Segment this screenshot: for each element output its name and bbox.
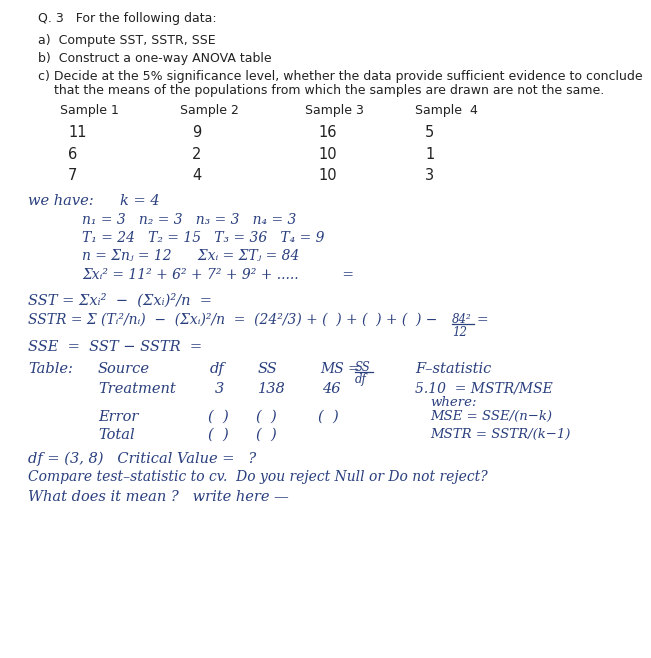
Text: 4: 4 [192,168,201,183]
Text: 12: 12 [452,326,467,339]
Text: (  ): ( ) [256,428,277,442]
Text: (  ): ( ) [208,428,229,442]
Text: What does it mean ?   write here —: What does it mean ? write here — [28,490,289,504]
Text: c) Decide at the 5% significance level, whether the data provide sufficient evid: c) Decide at the 5% significance level, … [38,70,643,83]
Text: Total: Total [98,428,135,442]
Text: SS: SS [355,361,371,374]
Text: Sample 3: Sample 3 [305,104,364,117]
Text: we have:: we have: [28,194,94,208]
Text: SST = Σxᵢ²  −  (Σxᵢ)²/n  =: SST = Σxᵢ² − (Σxᵢ)²/n = [28,293,212,307]
Text: SSE  =  SST − SSTR  =: SSE = SST − SSTR = [28,340,202,354]
Text: 10: 10 [318,147,337,162]
Text: F–statistic: F–statistic [415,362,492,376]
Text: (  ): ( ) [318,410,339,424]
Text: 9: 9 [192,125,201,140]
Text: MSE = SSE/(n−k): MSE = SSE/(n−k) [430,410,552,423]
Text: k = 4: k = 4 [120,194,159,208]
Text: 138: 138 [258,382,286,396]
Text: 7: 7 [68,168,77,183]
Text: 5: 5 [425,125,434,140]
Text: 3: 3 [425,168,434,183]
Text: 6: 6 [68,147,77,162]
Text: Q. 3   For the following data:: Q. 3 For the following data: [38,12,217,25]
Text: 5.10  = MSTR/MSE: 5.10 = MSTR/MSE [415,382,553,396]
Text: b)  Construct a one-way ANOVA table: b) Construct a one-way ANOVA table [38,52,271,65]
Text: df: df [210,362,225,376]
Text: Sample 1: Sample 1 [60,104,119,117]
Text: 3: 3 [215,382,224,396]
Text: Error: Error [98,410,139,424]
Text: 1: 1 [425,147,434,162]
Text: 11: 11 [68,125,87,140]
Text: Σxᵢ² = 11² + 6² + 7² + 9² + .....          =: Σxᵢ² = 11² + 6² + 7² + 9² + ..... = [82,268,354,282]
Text: MS =: MS = [320,362,360,376]
Text: Sample  4: Sample 4 [415,104,478,117]
Text: 84²: 84² [452,313,472,326]
Text: T₁ = 24   T₂ = 15   T₃ = 36   T₄ = 9: T₁ = 24 T₂ = 15 T₃ = 36 T₄ = 9 [82,231,324,245]
Text: Source: Source [98,362,150,376]
Text: df: df [355,373,367,386]
Text: 16: 16 [318,125,337,140]
Text: n₁ = 3   n₂ = 3   n₃ = 3   n₄ = 3: n₁ = 3 n₂ = 3 n₃ = 3 n₄ = 3 [82,213,296,227]
Text: Sample 2: Sample 2 [180,104,239,117]
Text: that the means of the populations from which the samples are drawn are not the s: that the means of the populations from w… [38,84,604,97]
Text: Compare test–statistic to cv.  Do you reject Null or Do not reject?: Compare test–statistic to cv. Do you rej… [28,470,488,484]
Text: a)  Compute SST, SSTR, SSE: a) Compute SST, SSTR, SSE [38,34,215,47]
Text: df = (3, 8)   Critical Value =   ?: df = (3, 8) Critical Value = ? [28,452,256,467]
Text: =: = [477,313,489,327]
Text: 2: 2 [192,147,201,162]
Text: (  ): ( ) [256,410,277,424]
Text: n = Σnⱼ = 12      Σxᵢ = ΣTⱼ = 84: n = Σnⱼ = 12 Σxᵢ = ΣTⱼ = 84 [82,249,299,263]
Text: SS: SS [258,362,278,376]
Text: MSTR = SSTR/(k−1): MSTR = SSTR/(k−1) [430,428,570,441]
Text: (  ): ( ) [208,410,229,424]
Text: SSTR = Σ (Tᵢ²/nᵢ)  −  (Σxᵢ)²/n  =  (24²/3) + (  ) + (  ) + (  ) −: SSTR = Σ (Tᵢ²/nᵢ) − (Σxᵢ)²/n = (24²/3) +… [28,313,437,327]
Text: Table:: Table: [28,362,73,376]
Text: where:: where: [430,396,477,409]
Text: Treatment: Treatment [98,382,176,396]
Text: 46: 46 [322,382,340,396]
Text: 10: 10 [318,168,337,183]
